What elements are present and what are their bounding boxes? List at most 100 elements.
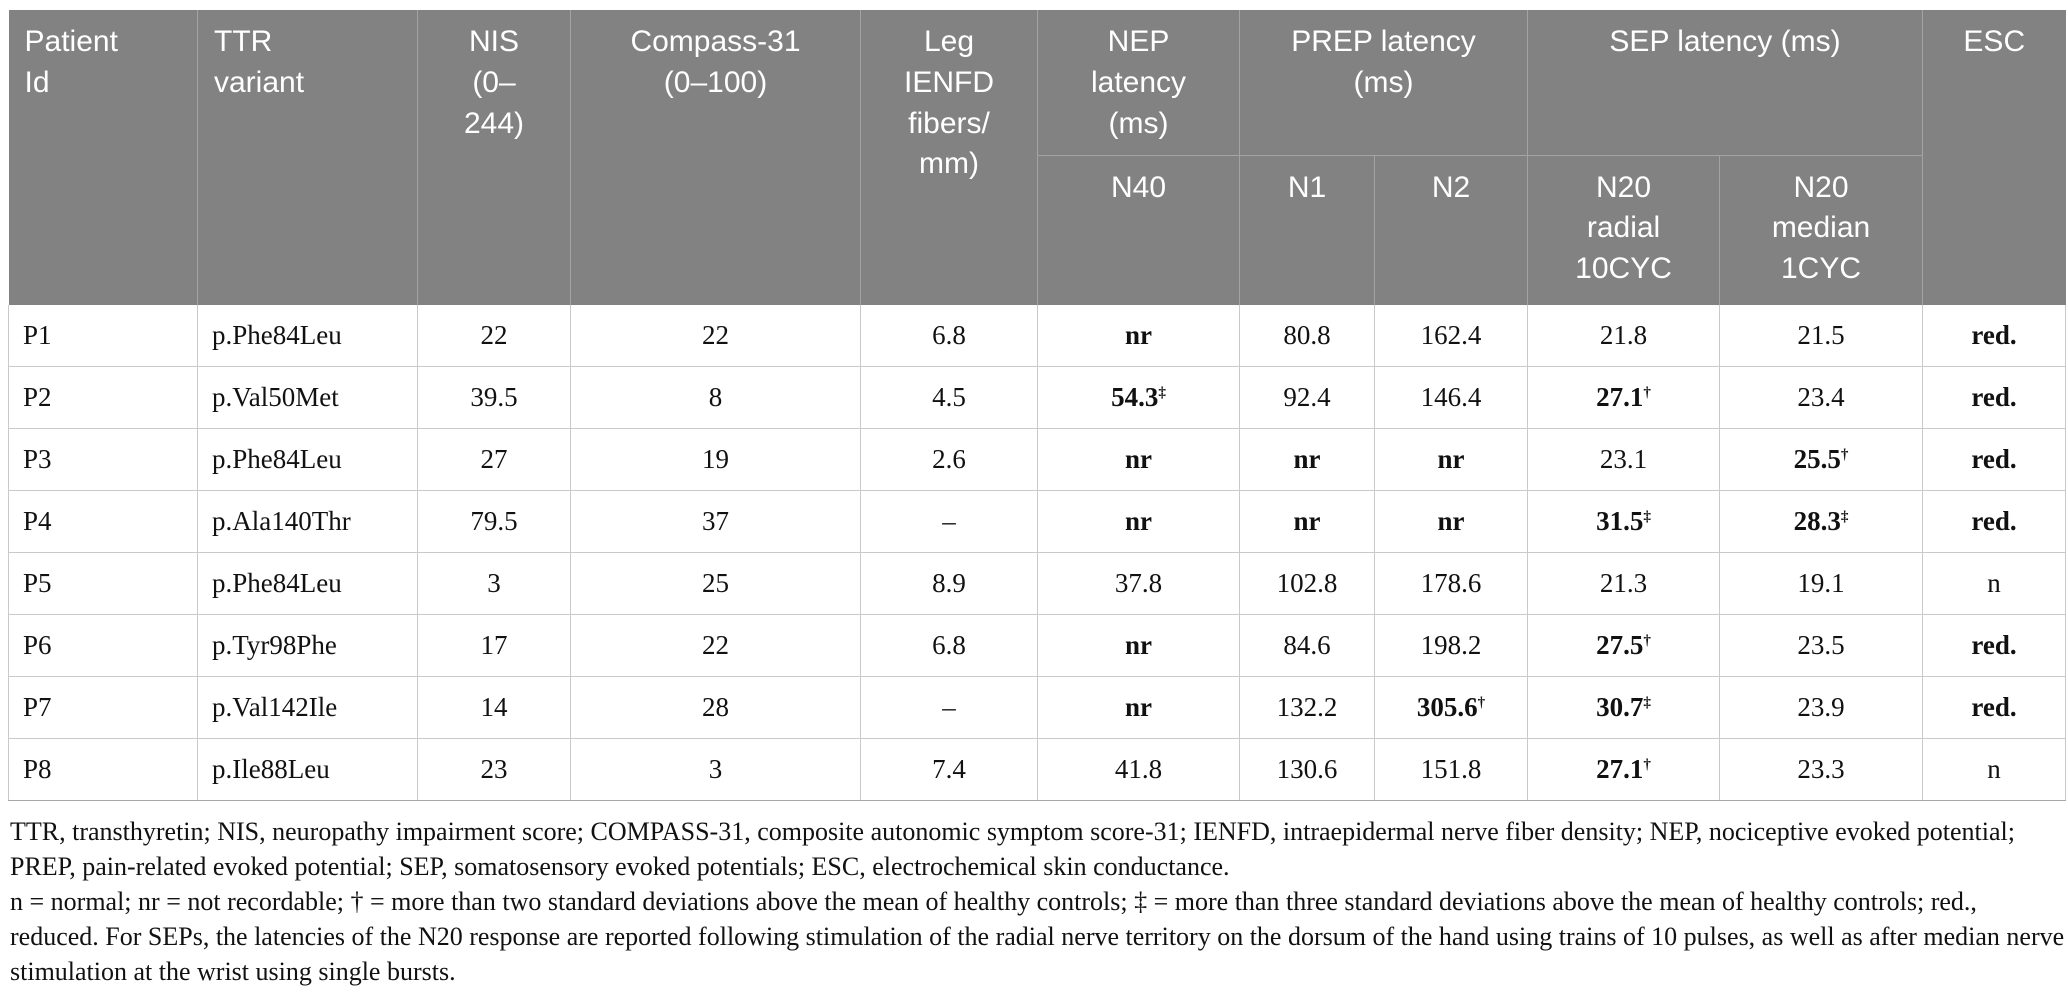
cell-value: 92.4 [1283, 382, 1331, 412]
cell-id: P6 [8, 614, 198, 677]
cell-value: 27.1 [1596, 754, 1644, 784]
cell-value: n [1987, 568, 2001, 598]
cell-value: p.Phe84Leu [212, 568, 342, 598]
patients-table: Patient Id TTR variant NIS (0– 244) Comp… [8, 10, 2067, 801]
cell-n20-radial: 23.1 [1527, 428, 1721, 491]
cell-n2: 162.4 [1374, 305, 1529, 367]
cell-value: 23.5 [1797, 630, 1845, 660]
cell-variant: p.Ala140Thr [197, 490, 418, 553]
cell-n20-radial: 21.8 [1527, 305, 1721, 367]
cell-id: P5 [8, 552, 198, 615]
dagger-superscript: † [1643, 756, 1651, 773]
header-n1: N1 [1239, 155, 1375, 305]
footnote-abbreviations: TTR, transthyretin; NIS, neuropathy impa… [10, 817, 2015, 881]
cell-value: 84.6 [1283, 630, 1331, 660]
cell-value: 19.1 [1797, 568, 1845, 598]
cell-value: 3 [708, 754, 723, 784]
cell-value: nr [1125, 506, 1152, 536]
cell-nis: 23 [417, 738, 571, 801]
cell-value: red. [1971, 444, 2017, 474]
cell-value: red. [1971, 692, 2017, 722]
table-row: P6 p.Tyr98Phe 17 22 6.8 nr 84.6 198.2 27.5† 23.5 r… [8, 614, 2067, 677]
cell-compass: 8 [570, 366, 861, 429]
header-compass-31: Compass-31 (0–100) [570, 10, 861, 305]
cell-value: 8.9 [932, 568, 966, 598]
cell-value: 102.8 [1276, 568, 1338, 598]
cell-ienfd: – [860, 676, 1038, 739]
cell-value: 4.5 [932, 382, 966, 412]
cell-esc: red. [1922, 366, 2067, 429]
cell-n40: 41.8 [1037, 738, 1240, 801]
cell-n2: nr [1374, 490, 1529, 553]
cell-n20-median: 23.4 [1719, 366, 1924, 429]
cell-n40: nr [1037, 305, 1240, 367]
cell-value: 19 [702, 444, 729, 474]
cell-value: 28 [702, 692, 729, 722]
cell-value: 54.3 [1111, 382, 1159, 412]
cell-n20-median: 23.9 [1719, 676, 1924, 739]
cell-nis: 22 [417, 305, 571, 367]
cell-value: 151.8 [1420, 754, 1482, 784]
cell-n20-radial: 21.3 [1527, 552, 1721, 615]
cell-value: P6 [23, 630, 52, 660]
table-row: P8 p.Ile88Leu 23 3 7.4 41.8 130.6 151.8 27.1† 23.… [8, 738, 2067, 801]
cell-value: 41.8 [1114, 754, 1163, 784]
cell-value: P7 [23, 692, 52, 722]
cell-value: – [942, 506, 956, 536]
cell-n1: 102.8 [1239, 552, 1375, 615]
cell-id: P7 [8, 676, 198, 739]
cell-value: 25.5 [1793, 444, 1841, 474]
cell-value: 25 [702, 568, 729, 598]
cell-value: 2.6 [932, 444, 966, 474]
cell-n40: 37.8 [1037, 552, 1240, 615]
cell-n20-median: 28.3‡ [1719, 490, 1924, 553]
header-n20-median-1cyc: N20 median 1CYC [1719, 155, 1924, 305]
cell-value: 28.3 [1793, 506, 1841, 536]
header-n20-radial-10cyc: N20 radial 10CYC [1527, 155, 1721, 305]
cell-value: P2 [23, 382, 52, 412]
header-esc: ESC [1922, 10, 2066, 305]
header-ttr-variant: TTR variant [197, 10, 418, 305]
header-nis: NIS (0– 244) [417, 10, 571, 305]
cell-value: 80.8 [1283, 320, 1331, 350]
header-n40: N40 [1037, 155, 1240, 305]
cell-value: 39.5 [470, 382, 518, 412]
cell-value: 22 [702, 630, 729, 660]
cell-n1: nr [1239, 490, 1375, 553]
cell-id: P3 [8, 428, 198, 491]
cell-value: P4 [23, 506, 52, 536]
cell-value: p.Val142Ile [212, 692, 338, 722]
cell-variant: p.Val50Met [197, 366, 418, 429]
cell-n20-radial: 27.5† [1527, 614, 1721, 677]
double-dagger-superscript: ‡ [1158, 384, 1166, 401]
cell-compass: 3 [570, 738, 861, 801]
dagger-superscript: † [1643, 384, 1651, 401]
cell-ienfd: 6.8 [860, 305, 1038, 367]
cell-n1: 130.6 [1239, 738, 1375, 801]
cell-n20-radial: 30.7‡ [1527, 676, 1721, 739]
cell-compass: 22 [570, 305, 861, 367]
cell-variant: p.Phe84Leu [197, 305, 418, 367]
cell-ienfd: 6.8 [860, 614, 1038, 677]
cell-value: 132.2 [1276, 692, 1338, 722]
cell-value: 23.1 [1599, 444, 1648, 474]
cell-n20-median: 23.3 [1719, 738, 1924, 801]
cell-esc: red. [1922, 490, 2067, 553]
cell-value: nr [1125, 320, 1152, 350]
cell-n40: nr [1037, 490, 1240, 553]
cell-value: 17 [480, 630, 508, 660]
cell-value: 31.5 [1596, 506, 1644, 536]
cell-value: p.Ala140Thr [212, 506, 351, 536]
cell-value: nr [1293, 506, 1321, 536]
double-dagger-superscript: ‡ [1643, 508, 1651, 525]
cell-nis: 3 [417, 552, 571, 615]
cell-nis: 14 [417, 676, 571, 739]
table-header: Patient Id TTR variant NIS (0– 244) Comp… [8, 10, 2066, 305]
cell-n1: 80.8 [1239, 305, 1375, 367]
cell-value: 198.2 [1420, 630, 1482, 660]
cell-ienfd: – [860, 490, 1038, 553]
header-patient-id: Patient Id [8, 10, 198, 305]
cell-n40: 54.3‡ [1037, 366, 1240, 429]
cell-n2: 146.4 [1374, 366, 1529, 429]
